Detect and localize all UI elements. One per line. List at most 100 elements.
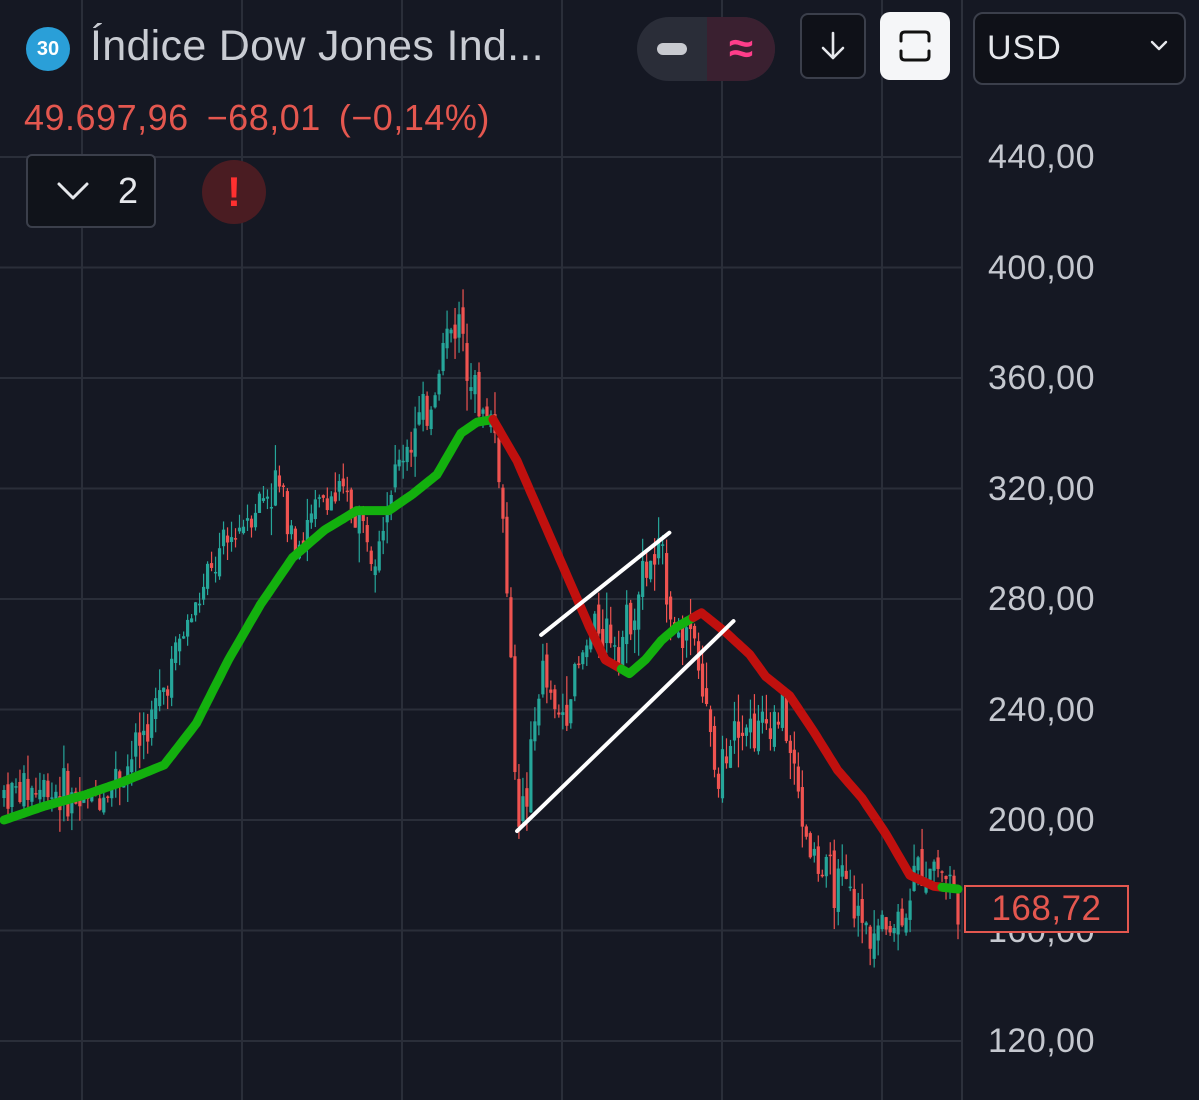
candle-body	[449, 329, 453, 334]
wave-mode-button[interactable]: ≈	[707, 17, 775, 81]
candle-body	[146, 724, 150, 742]
candle-body	[748, 718, 753, 733]
candle-body	[277, 475, 282, 487]
candle-body	[481, 409, 485, 414]
candle-body	[421, 393, 425, 420]
candle-body	[900, 908, 904, 926]
candle-body	[417, 412, 421, 425]
candle-body	[213, 571, 218, 574]
candle-body	[880, 914, 884, 930]
candle-body	[665, 553, 669, 605]
candle-body	[437, 373, 441, 395]
candle-body	[197, 603, 202, 606]
candle-body	[581, 652, 585, 665]
candle-body	[150, 709, 154, 738]
candle-body	[860, 898, 864, 923]
candle-body	[409, 449, 413, 453]
candle-body	[669, 596, 673, 620]
candle-body	[784, 695, 788, 742]
candle-body	[170, 658, 174, 698]
candle-body	[732, 721, 737, 741]
candle-body	[908, 900, 912, 920]
candle-body	[281, 485, 286, 487]
candle-body	[649, 560, 653, 580]
line-mode-button[interactable]	[637, 17, 707, 81]
candle-body	[680, 624, 685, 649]
chart-mode-toggle[interactable]: ≈	[637, 17, 775, 81]
candle-body	[369, 550, 373, 565]
candle-body	[497, 437, 501, 483]
candle-body	[349, 489, 353, 514]
candle-body	[752, 713, 757, 749]
candle-body	[433, 395, 437, 408]
candle-body	[920, 849, 924, 886]
candle-body	[653, 554, 657, 565]
candle-body	[401, 460, 405, 463]
candle-body	[892, 927, 896, 934]
candle-body	[321, 495, 325, 498]
candle-body	[924, 882, 928, 893]
candle-body	[209, 563, 214, 568]
ma-segment-up	[616, 612, 698, 679]
candle-body	[50, 797, 54, 799]
candle-body	[82, 799, 86, 803]
candle-body	[345, 490, 349, 493]
ma-segment-down	[688, 608, 947, 892]
candle-body	[54, 791, 58, 799]
candle-body	[872, 933, 876, 959]
chevron-down-icon	[57, 182, 89, 200]
candle-body	[800, 787, 804, 827]
candle-body	[824, 856, 828, 877]
candle-body	[529, 739, 533, 813]
candle-body	[134, 732, 138, 757]
candle-body	[245, 518, 250, 521]
candle-body	[357, 512, 361, 534]
candle-body	[309, 513, 313, 523]
candle-body	[944, 875, 948, 880]
alert-icon[interactable]: !	[202, 160, 266, 224]
candle-body	[485, 406, 489, 424]
candle-body	[18, 781, 22, 802]
candle-body	[828, 854, 832, 857]
symbol-title[interactable]: Índice Dow Jones Ind...	[90, 22, 544, 70]
candle-body	[269, 507, 274, 509]
currency-select[interactable]: USD	[973, 12, 1186, 85]
indicators-count: 2	[118, 170, 139, 211]
candle-body	[453, 324, 457, 339]
candle-body	[629, 602, 633, 635]
candle-body	[792, 749, 796, 764]
candle-body	[936, 857, 940, 869]
candle-body	[385, 511, 389, 523]
candle-body	[30, 787, 34, 802]
line-mode-icon	[657, 43, 687, 55]
candle-body	[217, 548, 222, 577]
candle-body	[848, 886, 852, 889]
candle-body	[473, 375, 477, 395]
candle-body	[780, 694, 784, 728]
download-button[interactable]	[800, 13, 866, 79]
trendline[interactable]	[515, 619, 736, 834]
candle-body	[904, 917, 908, 933]
candle-body	[553, 689, 557, 710]
candle-body	[684, 627, 689, 641]
candle-body	[221, 529, 226, 547]
candle-body	[948, 874, 952, 877]
candle-body	[704, 688, 709, 704]
trendline[interactable]	[539, 530, 672, 637]
candle-body	[700, 663, 705, 697]
candle-body	[569, 699, 573, 724]
candle-body	[661, 544, 665, 546]
chart-header: 30 Índice Dow Jones Ind... ≈ USD 49.697,…	[0, 0, 1199, 240]
indicators-collapse-button[interactable]: 2	[26, 154, 156, 228]
candle-body	[361, 511, 365, 522]
candle-body	[533, 721, 537, 742]
candle-body	[884, 917, 888, 930]
fullscreen-button[interactable]	[880, 12, 950, 80]
candle-body	[840, 865, 844, 877]
wave-mode-icon: ≈	[728, 24, 754, 73]
candle-body	[609, 624, 613, 644]
candle-body	[836, 868, 840, 912]
candle-body	[956, 893, 960, 925]
candle-body	[229, 537, 234, 543]
